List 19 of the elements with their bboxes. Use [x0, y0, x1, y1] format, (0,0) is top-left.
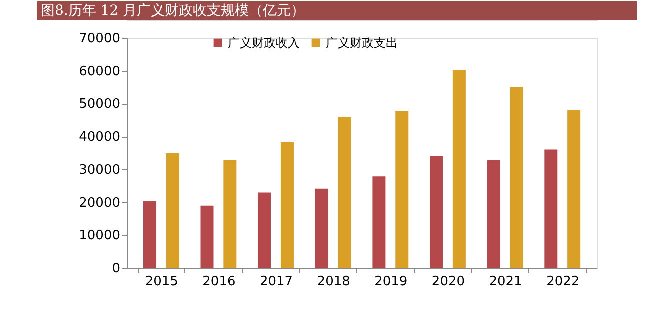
x-tick-label: 2020: [432, 274, 466, 290]
y-tick-label: 70000: [79, 32, 120, 46]
x-tick-label: 2019: [374, 274, 408, 290]
y-tick-label: 10000: [79, 228, 120, 244]
y-tick-label: 20000: [79, 196, 120, 211]
x-tick-label: 2021: [489, 274, 522, 290]
x-tick-label: 2016: [202, 274, 236, 290]
x-tick-label: 2022: [546, 274, 580, 290]
x-tick-label: 2015: [145, 274, 178, 290]
y-tick-label: 0: [112, 262, 120, 276]
legend-label: 广义财政支出: [326, 36, 398, 50]
legend-label: 广义财政收入: [228, 36, 300, 50]
x-tick-label: 2018: [317, 274, 350, 290]
chart-title: 图8.历年 12 月广义财政收支规模（亿元）: [41, 3, 306, 19]
y-tick-label: 60000: [79, 64, 120, 80]
y-tick-label: 50000: [79, 97, 120, 112]
y-tick-label: 30000: [79, 162, 120, 178]
y-tick-label: 40000: [79, 130, 120, 146]
x-tick-label: 2017: [260, 274, 294, 290]
